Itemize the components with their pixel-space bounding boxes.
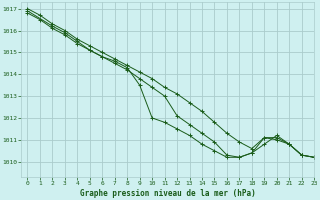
X-axis label: Graphe pression niveau de la mer (hPa): Graphe pression niveau de la mer (hPa) [80,189,256,198]
